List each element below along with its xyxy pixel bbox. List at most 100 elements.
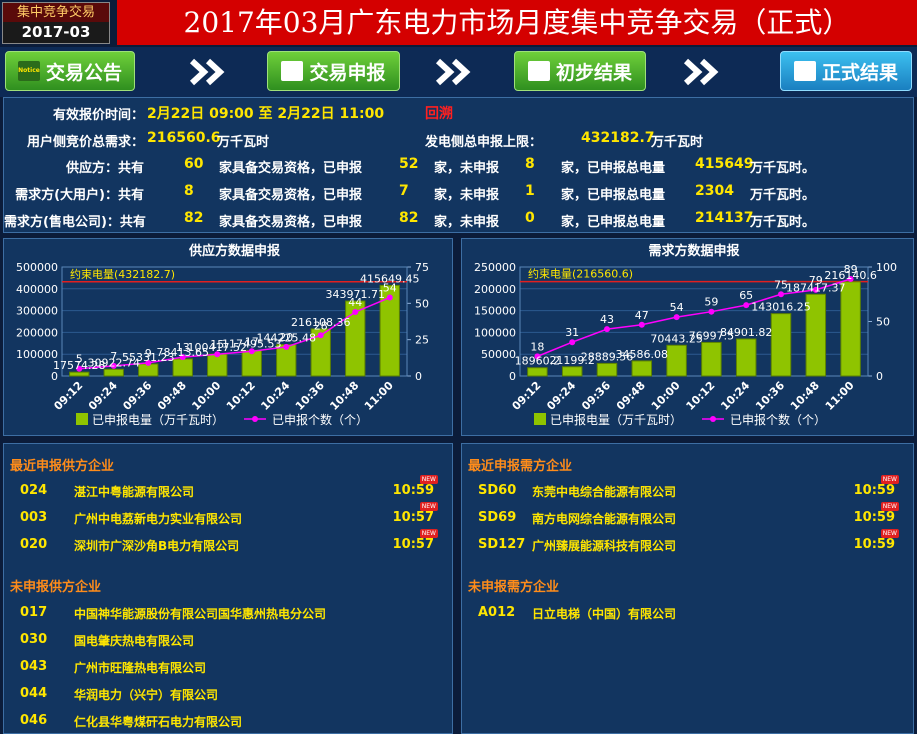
x-tick-label: 10:24	[258, 379, 292, 413]
section-title: 最近申报需方企业	[468, 459, 573, 474]
line	[79, 296, 391, 370]
bar-value-label: 18960.2	[515, 355, 561, 368]
info-value: 7	[399, 183, 409, 199]
info-label: 需求方(售电公司)：共有	[4, 215, 146, 230]
period-value: 2017-03	[3, 22, 109, 43]
line-point	[248, 348, 255, 355]
line-point	[76, 365, 83, 372]
y-tick-label: 250000	[474, 261, 516, 274]
y-tick-label: 100000	[474, 326, 516, 339]
nav-label: 交易申报	[309, 61, 386, 84]
bar	[103, 368, 124, 377]
x-tick-label: 10:48	[788, 379, 822, 413]
bar-value-label: 28889.56	[581, 350, 634, 363]
line-point	[283, 343, 290, 350]
bar-value-label: 117495.53	[222, 337, 282, 350]
bar-value-label: 17574.28	[53, 359, 106, 372]
ref-label: 约束电量(432182.7)	[70, 268, 175, 281]
bar	[172, 358, 193, 377]
x-tick-label: 09:36	[120, 379, 154, 413]
bar	[345, 300, 366, 377]
nav-button[interactable]: 交易申报	[267, 51, 400, 91]
line-point	[386, 294, 393, 301]
bar	[527, 367, 548, 377]
line-value-label: 20	[279, 331, 293, 344]
y-tick-label: 300000	[16, 305, 58, 318]
bar-value-label: 30922.74	[88, 356, 141, 369]
line-value-label: 15	[210, 338, 224, 351]
info-label: 家具备交易资格，已申报	[219, 188, 363, 203]
nav-icon	[527, 61, 550, 81]
legend-swatch	[252, 416, 258, 422]
new-badge: NEW	[419, 502, 438, 511]
y2-tick-label: 50	[415, 297, 429, 310]
info-label: 有效报价时间：	[52, 108, 144, 123]
company-code: 044	[20, 686, 48, 701]
y2-tick-label: 0	[876, 370, 883, 383]
report-time: 10:57	[392, 537, 434, 552]
info-value: 216560.6	[147, 130, 221, 146]
info-label: 发电侧总申报上限：	[425, 135, 543, 150]
info-label: 供应方：共有	[65, 161, 144, 176]
info-label: 万千瓦时	[217, 135, 270, 150]
info-label: 家具备交易资格，已申报	[219, 215, 363, 230]
plot-frame	[61, 266, 408, 377]
info-label: 家，未申报	[434, 215, 500, 230]
line-value-label: 13	[176, 341, 190, 354]
line-value-label: 79	[809, 274, 823, 287]
line-point	[673, 314, 680, 321]
bar-value-label: 34586.08	[616, 348, 669, 361]
info-label: 用户侧竞价总需求：	[26, 135, 144, 150]
chart: 需求方数据申报 0 50000 100000 150000 200000 250000 0 50…	[474, 243, 897, 427]
legend-label: 已申报个数（个）	[272, 412, 368, 427]
company-name: 深圳市广深沙角B电力有限公司	[74, 539, 240, 553]
legend-swatch	[76, 413, 88, 425]
legend-swatch	[710, 416, 716, 422]
line-point	[569, 339, 576, 346]
line-point	[352, 309, 359, 316]
info-value: 82	[399, 210, 419, 226]
new-badge: NEW	[880, 475, 899, 484]
line-point	[778, 291, 784, 298]
company-code: 043	[20, 659, 48, 674]
company-name: 南方电网综合能源有限公司	[532, 512, 677, 526]
nav-button[interactable]: Notice 交易公告	[5, 51, 135, 91]
line-value-label: 9	[145, 347, 152, 360]
company-name: 广州市旺隆热电有限公司	[74, 661, 207, 675]
y2-tick-label: 50	[876, 316, 890, 329]
company-code: 017	[20, 605, 48, 620]
bar-value-label: 55331.23	[122, 351, 175, 364]
y-tick-label: 0	[51, 370, 58, 383]
bar-value-label: 415649.45	[360, 272, 420, 285]
bar-value-label: 78413.65	[157, 346, 210, 359]
y-tick-label: 200000	[16, 326, 58, 339]
chart-title: 供应方数据申报	[188, 243, 281, 259]
info-value: 52	[399, 156, 419, 172]
y-tick-label: 200000	[474, 283, 516, 296]
company-name: 湛江中粤能源有限公司	[74, 485, 195, 499]
info-value: 回溯	[425, 106, 453, 122]
nav-label: 交易公告	[45, 61, 122, 84]
legend-label: 已申报电量（万千瓦时）	[92, 412, 224, 427]
company-code: 020	[20, 537, 48, 552]
line-point	[145, 359, 152, 366]
line-value-label: 5	[76, 353, 83, 366]
company-code: 003	[20, 510, 48, 525]
line-point	[534, 353, 541, 360]
x-tick-label: 11:00	[362, 379, 396, 413]
bar	[310, 328, 331, 377]
nav-button[interactable]: 初步结果	[514, 51, 646, 91]
nav-button[interactable]: 正式结果	[780, 51, 912, 91]
x-tick-label: 09:12	[51, 379, 85, 413]
y2-tick-label: 25	[415, 334, 429, 347]
y-tick-label: 150000	[474, 305, 516, 318]
chart: 供应方数据申报 0 100000 200000 300000 400000 500000 0 2…	[16, 243, 429, 427]
line-point	[847, 275, 854, 282]
list-panel: 最近申报供方企业 024 湛江中粤能源有限公司 10:59 NEW 003 广州中电荔新电力…	[3, 443, 453, 734]
bar	[207, 353, 228, 377]
company-name: 中国神华能源股份有限公司国华惠州热电分公司	[74, 607, 327, 621]
company-code: SD127	[478, 537, 526, 552]
info-label: 万千瓦时。	[750, 215, 816, 230]
x-tick-label: 09:24	[544, 379, 578, 413]
